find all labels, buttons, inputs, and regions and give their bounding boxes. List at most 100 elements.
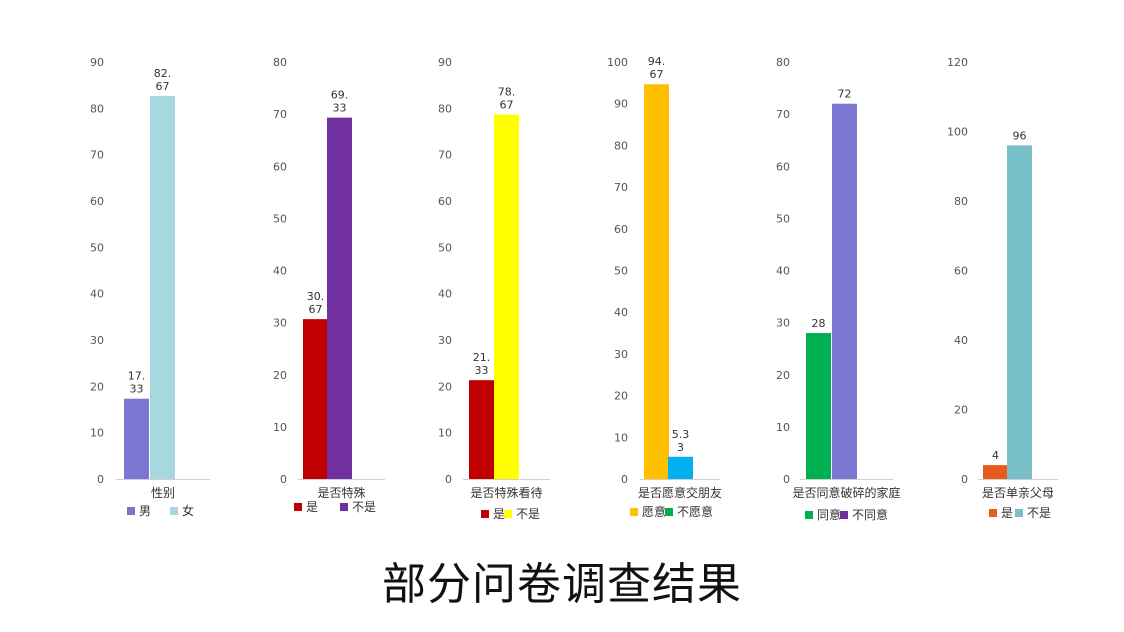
data-label: 69. (331, 89, 349, 102)
bar-1 (124, 398, 149, 479)
legend-label: 同意 (817, 507, 841, 522)
bar-1 (303, 319, 328, 479)
legend-label: 愿意 (642, 504, 666, 519)
y-tick-label: 40 (273, 265, 287, 278)
y-tick-label: 20 (776, 369, 790, 382)
bar-1 (644, 84, 669, 479)
y-tick-label: 100 (607, 56, 628, 69)
y-tick-label: 60 (90, 195, 104, 208)
category-label: 是否特殊 (317, 485, 365, 500)
y-tick-label: 70 (614, 181, 628, 194)
y-tick-label: 50 (438, 241, 452, 254)
legend-swatch (989, 509, 997, 517)
y-tick-label: 20 (273, 369, 287, 382)
bar-1 (469, 380, 494, 479)
y-tick-label: 10 (776, 421, 790, 434)
data-label: 21. (473, 351, 491, 364)
legend-swatch (481, 510, 489, 518)
y-tick-label: 80 (438, 102, 452, 115)
y-tick-label: 90 (90, 56, 104, 69)
y-tick-label: 40 (614, 306, 628, 319)
y-tick-label: 40 (776, 265, 790, 278)
y-tick-label: 60 (614, 223, 628, 236)
y-tick-label: 60 (954, 265, 968, 278)
y-tick-label: 60 (438, 195, 452, 208)
y-tick-label: 30 (776, 317, 790, 330)
y-tick-label: 70 (273, 108, 287, 121)
data-label: 67 (500, 98, 514, 111)
legend-swatch (665, 508, 673, 516)
legend-label: 不同意 (852, 507, 888, 522)
legend-label: 女 (182, 503, 194, 518)
data-label: 33 (475, 364, 489, 377)
y-tick-label: 30 (90, 334, 104, 347)
y-tick-label: 70 (90, 149, 104, 162)
y-tick-label: 50 (614, 265, 628, 278)
legend-swatch (340, 503, 348, 511)
y-tick-label: 90 (438, 56, 452, 69)
y-tick-label: 10 (438, 427, 452, 440)
y-tick-label: 50 (273, 212, 287, 225)
legend-swatch (170, 507, 178, 515)
y-tick-label: 80 (954, 195, 968, 208)
y-tick-label: 30 (438, 334, 452, 347)
y-tick-label: 80 (90, 102, 104, 115)
chart-1: 0 10 20 30 40 50 60 70 80 90 17.33 82.67 性别男 女 (90, 56, 210, 518)
y-tick-label: 20 (954, 404, 968, 417)
legend-swatch (805, 511, 813, 519)
bar-2 (150, 95, 175, 479)
legend-label: 不是 (1027, 506, 1051, 520)
category-label: 是否特殊看待 (470, 485, 542, 500)
data-label: 33 (333, 102, 347, 115)
data-label: 67 (156, 80, 170, 93)
category-label: 是否愿意交朋友 (638, 485, 722, 500)
data-label: 96 (1013, 129, 1027, 142)
legend-label: 不是 (352, 500, 376, 514)
bar-2 (327, 117, 352, 480)
page-caption: 部分问卷调查结果 (382, 559, 742, 610)
y-tick-label: 100 (947, 126, 968, 139)
y-tick-label: 0 (783, 473, 790, 486)
y-tick-label: 60 (776, 160, 790, 173)
y-tick-label: 0 (280, 473, 287, 486)
legend-label: 男 (139, 504, 151, 518)
legend-swatch (294, 503, 302, 511)
data-label: 5.3 (672, 428, 690, 441)
data-label: 30. (307, 290, 325, 303)
y-tick-label: 10 (273, 421, 287, 434)
legend-label: 是 (1001, 506, 1013, 520)
y-tick-label: 70 (776, 108, 790, 121)
y-tick-label: 80 (776, 56, 790, 69)
bar-2 (668, 456, 693, 479)
legend-swatch (840, 511, 848, 519)
bar-2 (1007, 145, 1032, 479)
legend-label: 是 (493, 507, 505, 521)
data-label: 72 (838, 88, 852, 101)
y-tick-label: 120 (947, 56, 968, 69)
y-tick-label: 10 (90, 427, 104, 440)
y-tick-label: 20 (438, 380, 452, 393)
y-tick-label: 40 (438, 288, 452, 301)
y-tick-label: 60 (273, 160, 287, 173)
bar-2 (832, 103, 857, 479)
data-label: 17. (128, 370, 146, 383)
y-tick-label: 0 (621, 473, 628, 486)
legend-swatch (504, 510, 512, 518)
y-tick-label: 20 (614, 390, 628, 403)
data-label: 3 (677, 441, 684, 454)
legend-label: 不是 (516, 507, 540, 521)
data-label: 82. (154, 67, 172, 80)
data-label: 67 (650, 68, 664, 81)
bar-1 (983, 465, 1008, 479)
y-tick-label: 0 (97, 473, 104, 486)
y-tick-label: 20 (90, 380, 104, 393)
y-tick-label: 80 (273, 56, 287, 69)
data-label: 28 (812, 317, 826, 330)
data-label: 33 (130, 383, 144, 396)
y-tick-label: 70 (438, 149, 452, 162)
category-label: 是否单亲父母 (982, 486, 1054, 500)
